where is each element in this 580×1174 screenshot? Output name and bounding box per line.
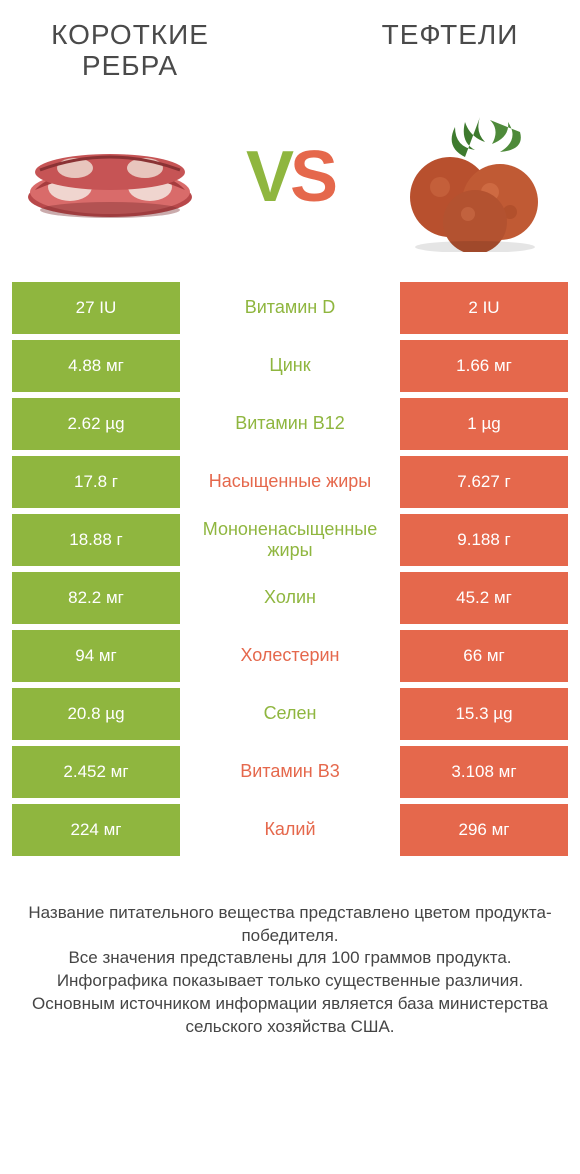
left-value-cell: 27 IU — [12, 282, 180, 334]
table-row: 224 мгКалий296 мг — [12, 804, 568, 856]
right-value-cell: 296 мг — [400, 804, 568, 856]
vs-s: S — [290, 137, 334, 217]
right-value-cell: 2 IU — [400, 282, 568, 334]
nutrient-label: Насыщенные жиры — [180, 456, 400, 508]
table-row: 2.62 µgВитамин B121 µg — [12, 398, 568, 450]
right-value-cell: 45.2 мг — [400, 572, 568, 624]
nutrient-label: Витамин B3 — [180, 746, 400, 798]
left-value-cell: 2.452 мг — [12, 746, 180, 798]
left-value-cell: 2.62 µg — [12, 398, 180, 450]
footer-line: Основным источником информации является … — [24, 993, 556, 1039]
left-value-cell: 18.88 г — [12, 514, 180, 566]
table-row: 4.88 мгЦинк1.66 мг — [12, 340, 568, 392]
right-value-cell: 15.3 µg — [400, 688, 568, 740]
nutrient-label: Калий — [180, 804, 400, 856]
table-row: 2.452 мгВитамин B33.108 мг — [12, 746, 568, 798]
vs-v: V — [246, 137, 290, 217]
nutrient-label: Витамин B12 — [180, 398, 400, 450]
short-ribs-image — [20, 102, 200, 252]
table-row: 17.8 гНасыщенные жиры7.627 г — [12, 456, 568, 508]
left-value-cell: 4.88 мг — [12, 340, 180, 392]
nutrient-label: Мононенасыщенные жиры — [180, 514, 400, 566]
table-row: 94 мгХолестерин66 мг — [12, 630, 568, 682]
nutrient-label: Цинк — [180, 340, 400, 392]
right-product-title: ТЕФТЕЛИ — [350, 20, 550, 51]
right-value-cell: 9.188 г — [400, 514, 568, 566]
left-value-cell: 224 мг — [12, 804, 180, 856]
left-value-cell: 82.2 мг — [12, 572, 180, 624]
vs-label: VS — [246, 136, 334, 218]
images-row: VS — [0, 82, 580, 282]
right-value-cell: 1.66 мг — [400, 340, 568, 392]
right-value-cell: 7.627 г — [400, 456, 568, 508]
nutrient-label: Витамин D — [180, 282, 400, 334]
left-value-cell: 20.8 µg — [12, 688, 180, 740]
left-value-cell: 17.8 г — [12, 456, 180, 508]
nutrient-label: Селен — [180, 688, 400, 740]
left-product-title: КОРОТКИЕ РЕБРА — [30, 20, 230, 82]
right-value-cell: 1 µg — [400, 398, 568, 450]
nutrient-label: Холестерин — [180, 630, 400, 682]
comparison-table: 27 IUВитамин D2 IU 4.88 мгЦинк1.66 мг 2.62… — [0, 282, 580, 856]
left-value-cell: 94 мг — [12, 630, 180, 682]
footer-line: Все значения представлены для 100 граммо… — [24, 947, 556, 970]
nutrient-label: Холин — [180, 572, 400, 624]
right-value-cell: 3.108 мг — [400, 746, 568, 798]
footer-line: Название питательного вещества представл… — [24, 902, 556, 948]
table-row: 27 IUВитамин D2 IU — [12, 282, 568, 334]
footer-line: Инфографика показывает только существенн… — [24, 970, 556, 993]
meatballs-image — [380, 102, 560, 252]
table-row: 20.8 µgСелен15.3 µg — [12, 688, 568, 740]
table-row: 18.88 гМононенасыщенные жиры9.188 г — [12, 514, 568, 566]
header: КОРОТКИЕ РЕБРА ТЕФТЕЛИ — [0, 0, 580, 82]
table-row: 82.2 мгХолин45.2 мг — [12, 572, 568, 624]
footer-notes: Название питательного вещества представл… — [0, 862, 580, 1040]
right-value-cell: 66 мг — [400, 630, 568, 682]
